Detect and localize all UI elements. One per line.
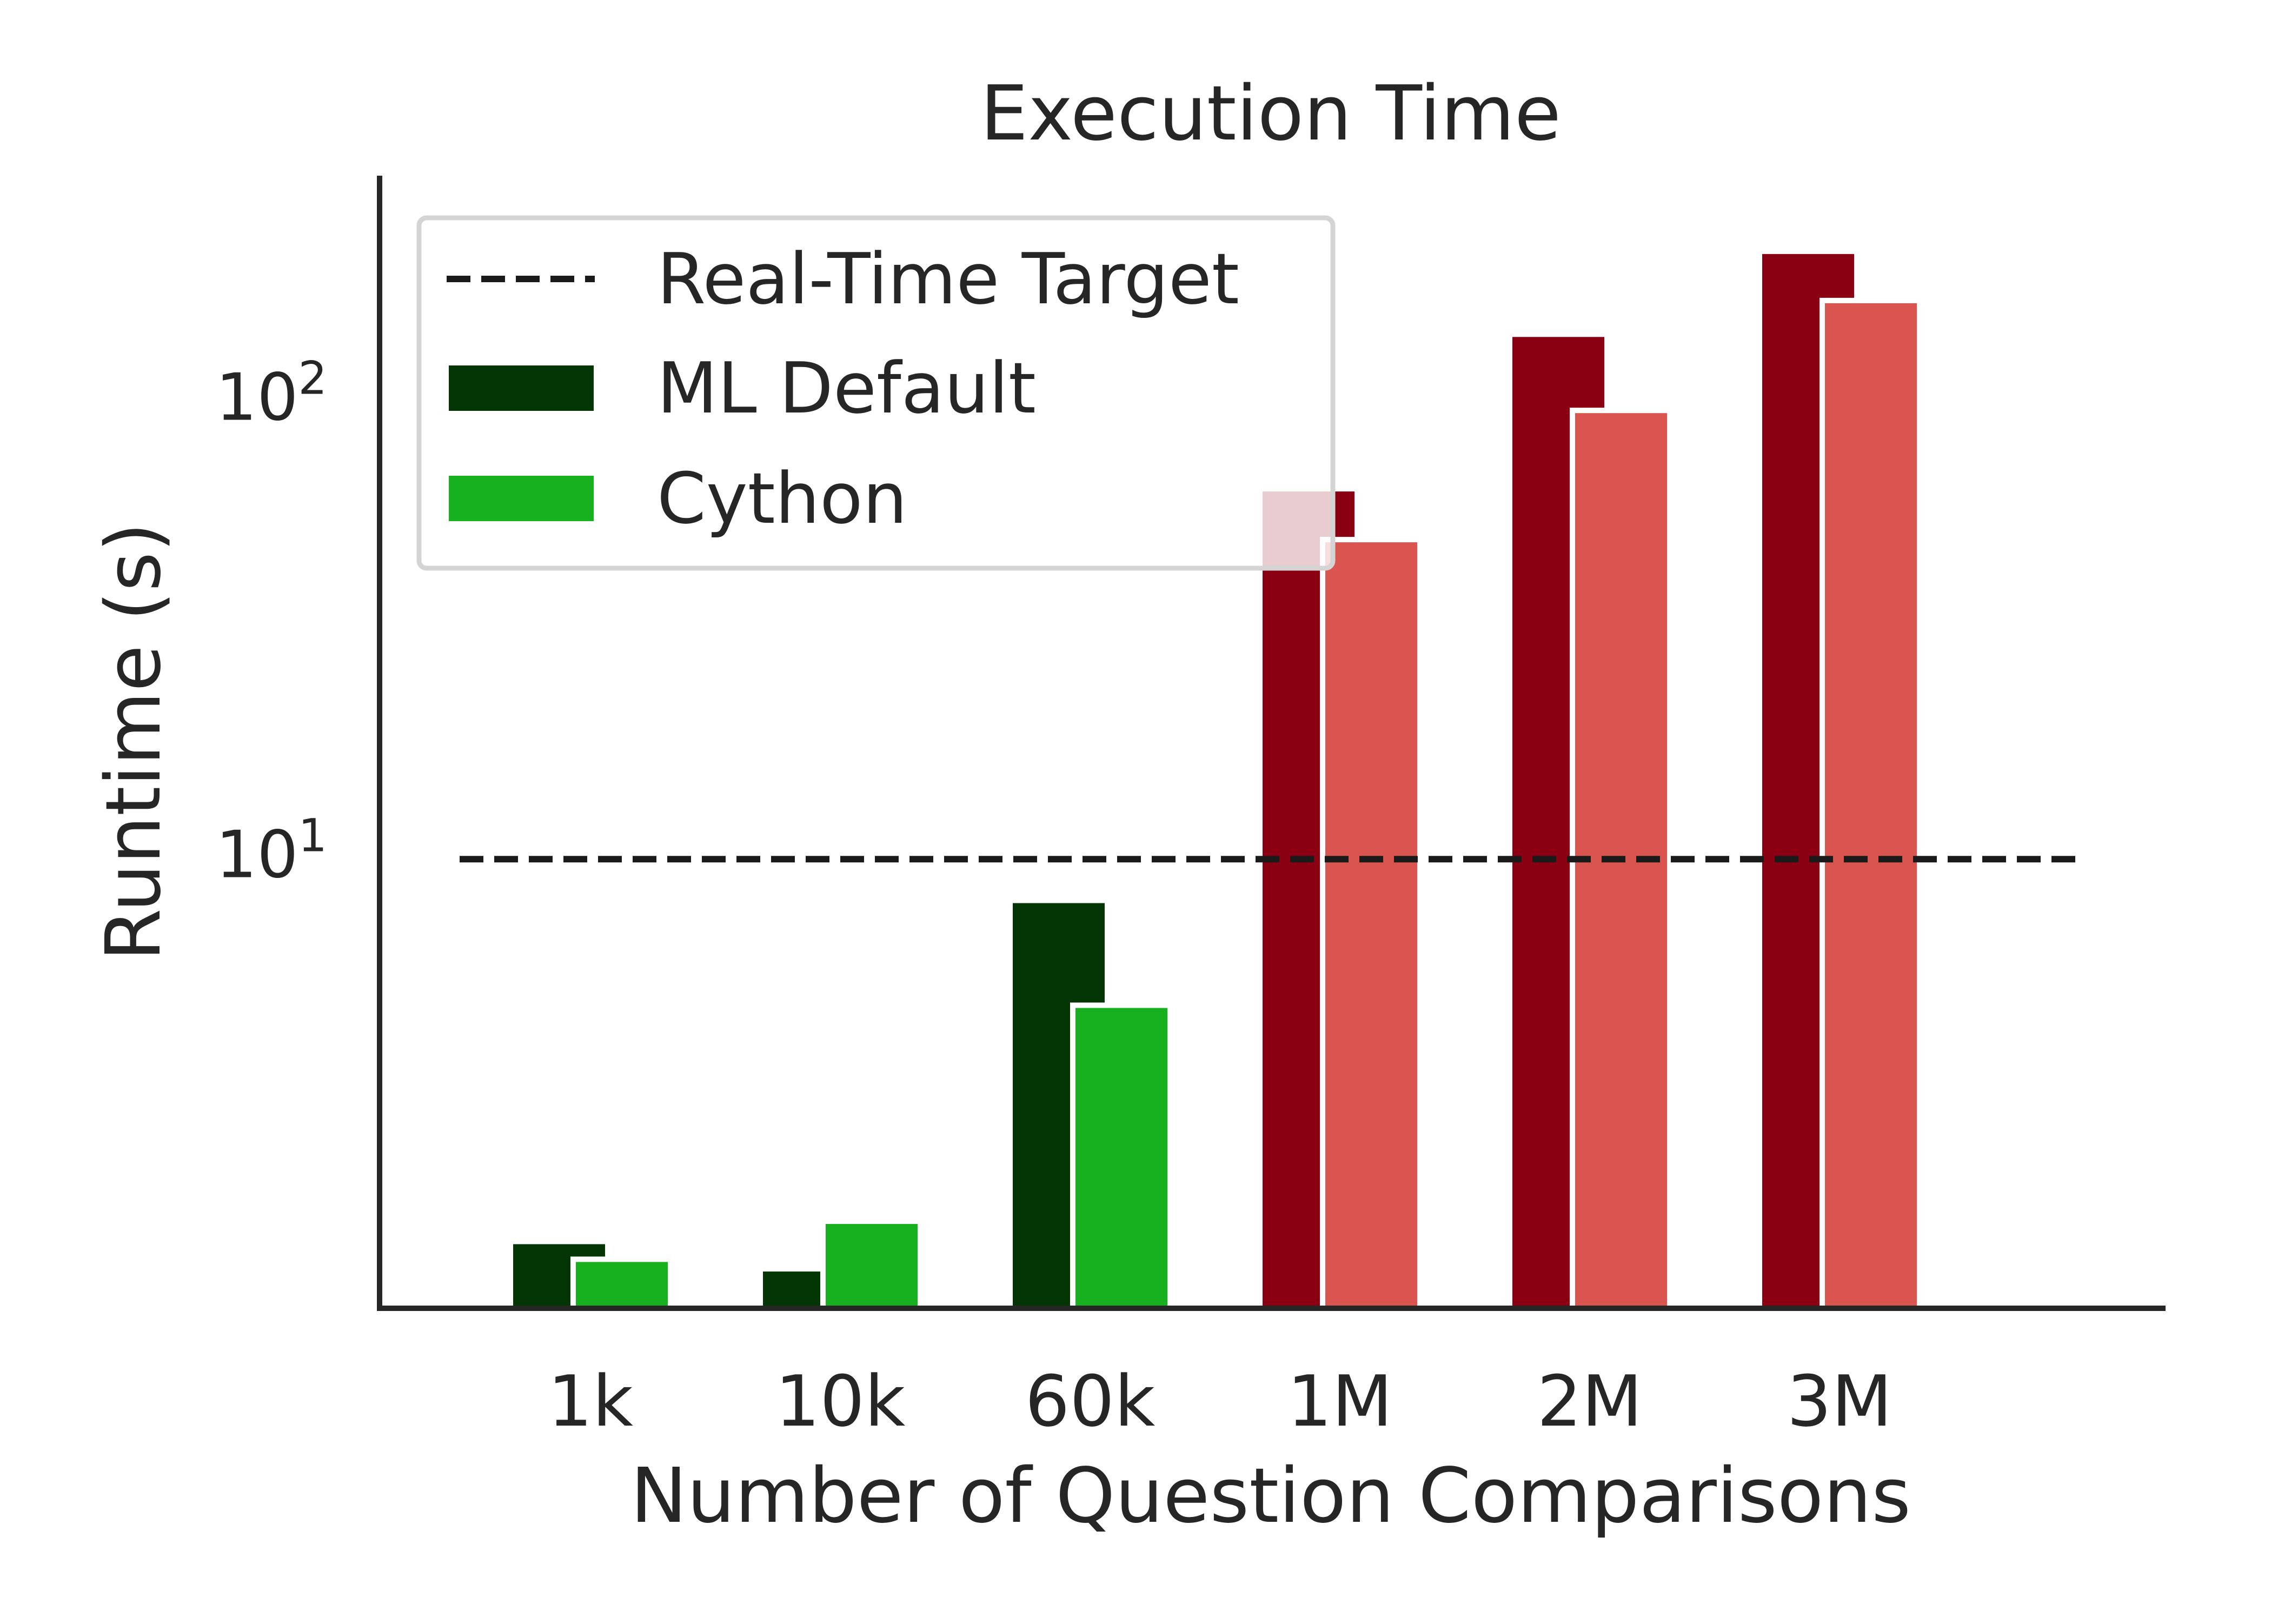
bar-cython-60k: [1070, 1002, 1173, 1312]
x-tick-label-1m: 1M: [1287, 1360, 1393, 1442]
legend-swatch-ml-default: [449, 365, 594, 411]
y-tick-label: 101: [216, 809, 327, 893]
chart-title: Execution Time: [980, 70, 1561, 158]
x-tick-label-10k: 10k: [775, 1360, 906, 1442]
x-tick-label-1k: 1k: [548, 1360, 633, 1442]
legend-label-ml-default: ML Default: [657, 347, 1036, 429]
x-tick-label-60k: 60k: [1025, 1360, 1156, 1442]
bar-cython-1k: [570, 1256, 673, 1312]
y-axis-label: Runtime (s): [90, 522, 178, 961]
legend-box: [416, 215, 1336, 571]
x-axis-label: Number of Question Comparisons: [630, 1452, 1911, 1540]
bar-cython-1m: [1320, 537, 1423, 1311]
legend-swatch-cython: [449, 476, 594, 521]
legend-label-real-time-target: Real-Time Target: [657, 238, 1239, 320]
y-tick-label: 102: [216, 352, 327, 436]
bar-cython-3m: [1820, 297, 1922, 1311]
x-tick-label-3m: 3M: [1787, 1360, 1892, 1442]
legend: Real-Time Target ML Default Cython: [416, 215, 1336, 571]
y-tick-labels: 101 102: [216, 352, 327, 893]
x-tick-labels: 1k 10k 60k 1M 2M 3M: [548, 1360, 1892, 1442]
x-tick-label-2m: 2M: [1537, 1360, 1643, 1442]
axes-layer: [377, 176, 2166, 1311]
bar-cython-10k: [820, 1219, 923, 1311]
legend-label-cython: Cython: [657, 457, 907, 540]
